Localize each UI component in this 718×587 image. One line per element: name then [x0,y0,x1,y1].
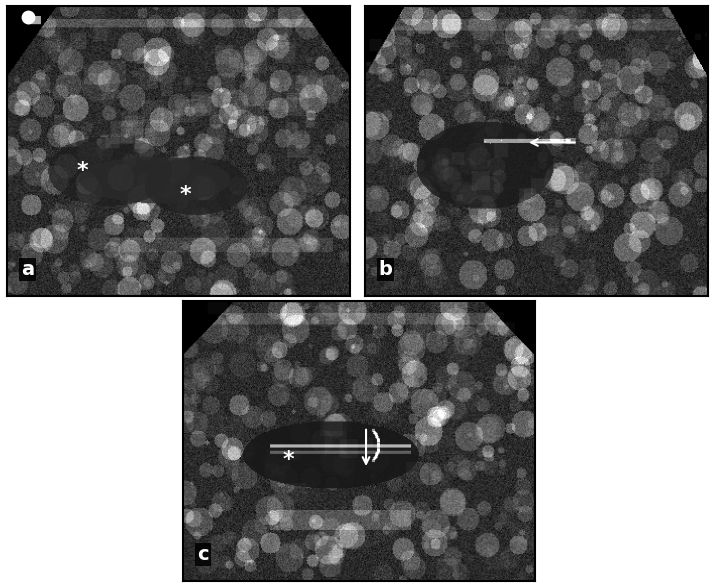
Text: *: * [77,161,88,181]
Text: *: * [283,450,294,470]
Text: b: b [378,260,392,279]
Point [22,13,34,22]
Text: a: a [21,260,34,279]
Text: *: * [180,185,192,205]
Text: c: c [197,545,209,564]
